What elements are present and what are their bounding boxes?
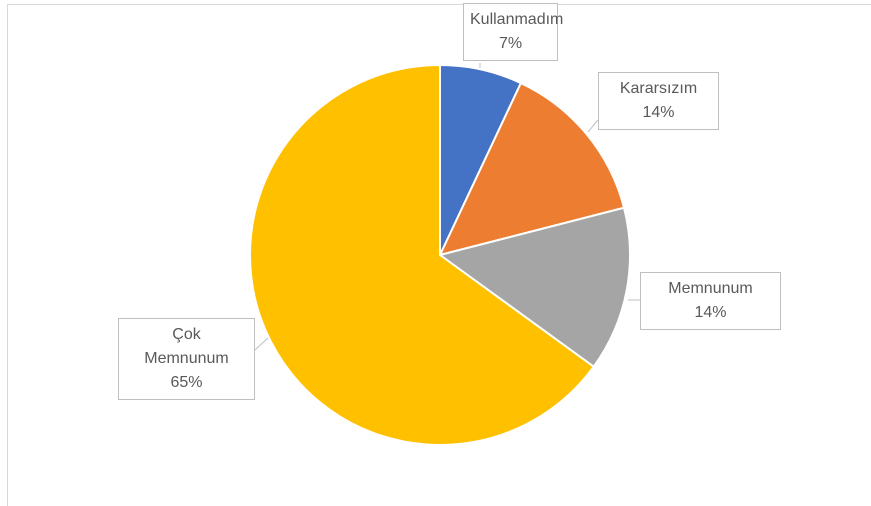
data-label: Kullanmadım 7% xyxy=(463,3,564,61)
label-category: Kullanmadım xyxy=(470,11,564,28)
label-category: Çok Memnunum xyxy=(144,326,229,367)
pie-slice xyxy=(438,81,626,257)
chart-border xyxy=(7,4,871,506)
label-value: 7% xyxy=(498,35,523,52)
label-category: Memnunum xyxy=(668,280,753,297)
label-value: 14% xyxy=(694,304,727,321)
data-label: Memnunum 14% xyxy=(640,272,781,330)
data-label: Kararsızım 14% xyxy=(598,72,719,130)
callout-pointer xyxy=(254,337,269,351)
callout-pointer xyxy=(587,119,599,133)
label-category: Kararsızım xyxy=(619,80,698,97)
label-value: 65% xyxy=(170,374,203,391)
label-value: 14% xyxy=(642,104,675,121)
data-label: Çok Memnunum 65% xyxy=(118,318,255,400)
pie-slice xyxy=(437,206,631,369)
pie-slice xyxy=(249,63,596,446)
